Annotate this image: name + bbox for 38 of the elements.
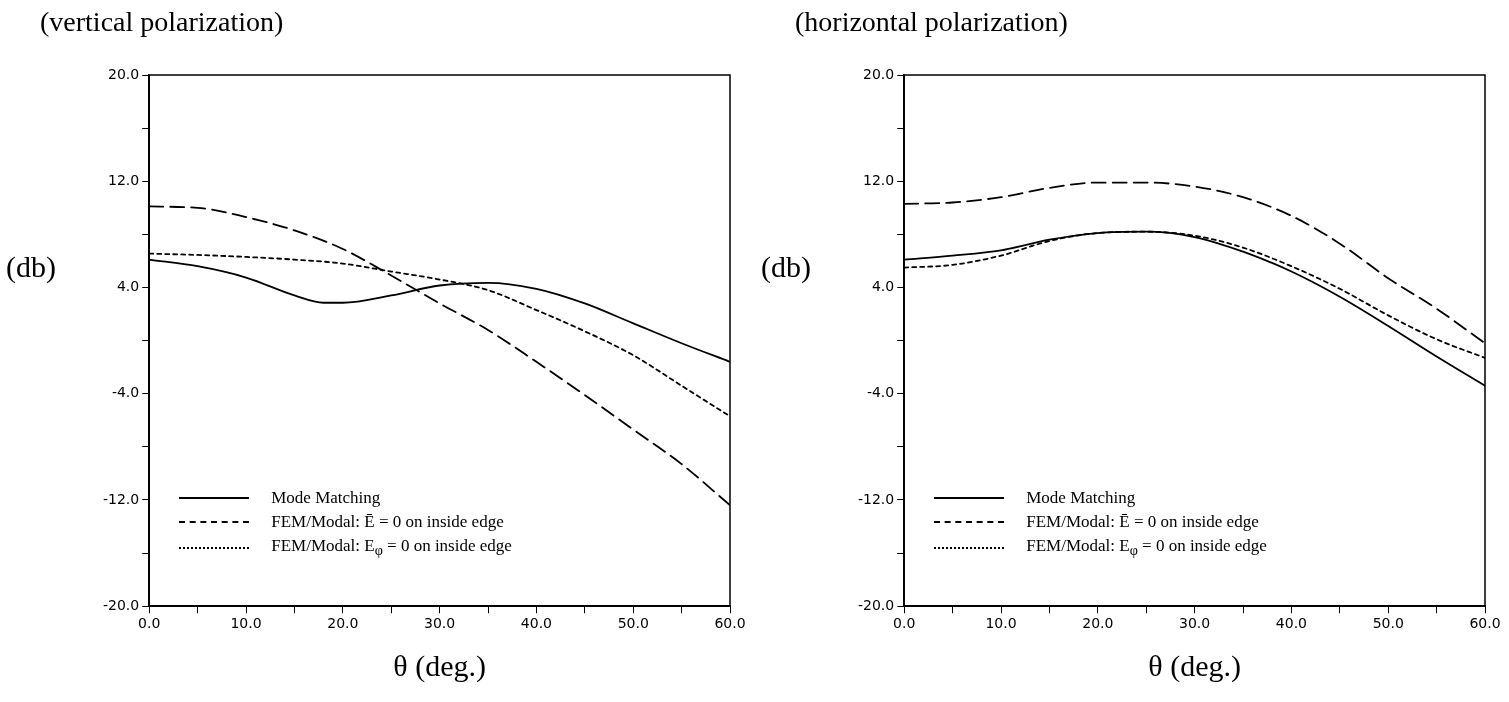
x-tick-label: 10.0 <box>230 615 262 632</box>
y-axis-title: (db) <box>761 250 811 285</box>
x-tick-label: 40.0 <box>520 615 552 632</box>
x-tick-label: 0.0 <box>893 615 916 632</box>
y-tick-label: 12.0 <box>863 171 895 188</box>
y-tick-label: 20.0 <box>863 65 895 82</box>
y-axis-title: (db) <box>6 250 56 285</box>
x-tick-label: 0.0 <box>138 615 161 632</box>
y-tick-label: 20.0 <box>108 65 140 82</box>
x-tick-label: 10.0 <box>985 615 1017 632</box>
legend-label: Mode Matching <box>271 487 381 510</box>
y-tick-label: -12.0 <box>102 490 140 507</box>
chart-title: (vertical polarization) <box>40 6 284 38</box>
x-tick-label: 30.0 <box>424 615 456 632</box>
x-axis-title: θ (deg.) <box>1148 648 1241 683</box>
x-tick-label: 60.0 <box>714 615 746 632</box>
chart-title: (horizontal polarization) <box>795 6 1068 38</box>
legend-label: Mode Matching <box>1026 487 1136 510</box>
legend-label: FEM/Modal: Ē = 0 on inside edge <box>1026 511 1259 534</box>
x-tick-label: 20.0 <box>1082 615 1114 632</box>
x-axis-title: θ (deg.) <box>393 648 486 683</box>
y-tick-label: 4.0 <box>871 278 895 295</box>
x-tick-label: 50.0 <box>1372 615 1404 632</box>
x-tick-label: 50.0 <box>617 615 649 632</box>
x-tick-label: 30.0 <box>1179 615 1211 632</box>
y-tick-label: -4.0 <box>111 384 140 401</box>
y-tick-label: -4.0 <box>866 384 895 401</box>
x-tick-label: 40.0 <box>1275 615 1307 632</box>
legend-label: FEM/Modal: E$_{φ}$ = 0 on inside edge <box>1026 535 1267 561</box>
legend-label: FEM/Modal: E$_{φ}$ = 0 on inside edge <box>271 535 512 561</box>
y-tick-label: -12.0 <box>857 490 895 507</box>
y-tick-label: -20.0 <box>102 596 140 613</box>
x-tick-label: 60.0 <box>1469 615 1501 632</box>
legend-label: FEM/Modal: Ē = 0 on inside edge <box>271 511 504 534</box>
x-tick-label: 20.0 <box>327 615 359 632</box>
y-tick-label: 4.0 <box>116 278 140 295</box>
y-tick-label: 12.0 <box>108 171 140 188</box>
y-tick-label: -20.0 <box>857 596 895 613</box>
